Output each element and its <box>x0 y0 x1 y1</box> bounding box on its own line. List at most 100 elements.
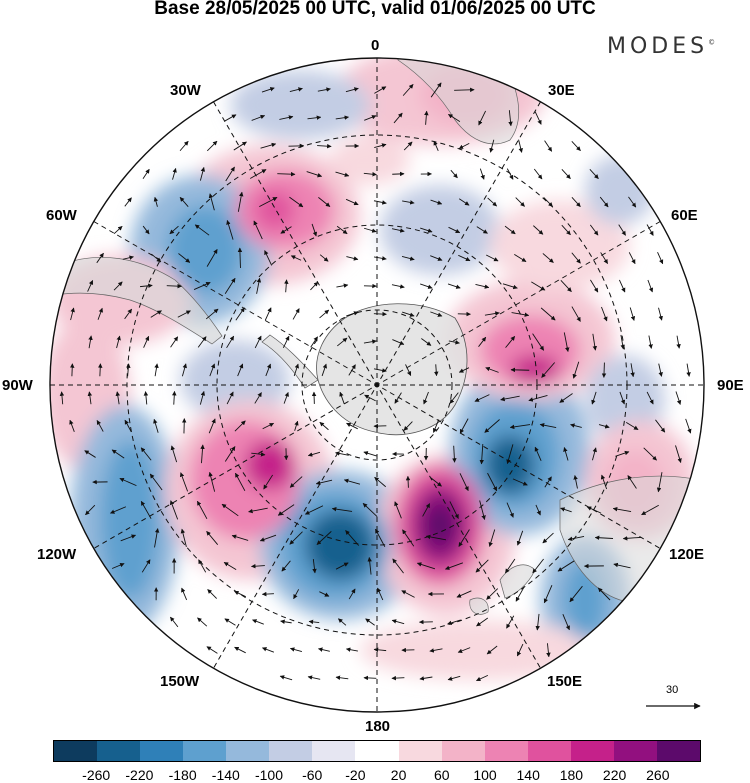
colorbar-tick-label: -20 <box>345 767 366 783</box>
wind-arrow <box>253 220 263 240</box>
wind-arrow <box>506 502 514 518</box>
wind-arrow <box>234 646 246 654</box>
wind-arrow <box>113 225 123 235</box>
lon-label-90w: 90W <box>2 377 33 394</box>
wind-arrow <box>518 139 523 153</box>
wind-arrow <box>207 589 217 599</box>
wind-arrow <box>307 451 321 457</box>
wind-arrow <box>307 115 322 120</box>
wind-arrow <box>111 562 125 569</box>
wind-arrow <box>225 166 235 182</box>
wind-arrow <box>484 419 500 433</box>
wind-arrow <box>264 250 273 266</box>
wind-arrow <box>544 476 552 488</box>
wind-arrow <box>335 562 349 570</box>
wind-arrow <box>401 255 415 261</box>
wind-arrow <box>589 224 599 236</box>
wind-arrow <box>430 255 443 261</box>
wind-arrow <box>170 336 179 348</box>
wind-arrow <box>374 476 387 488</box>
wind-arrow <box>533 225 544 235</box>
wind-arrow <box>447 619 461 625</box>
wind-arrow <box>348 588 356 600</box>
wind-arrow <box>154 363 159 377</box>
wind-arrow <box>109 506 127 514</box>
wind-arrow <box>59 391 65 405</box>
wind-arrow <box>221 503 239 517</box>
wind-arrow <box>153 196 159 207</box>
wind-arrow <box>294 420 299 431</box>
colorbar-tick-label: 220 <box>602 767 627 783</box>
wind-arrow <box>179 472 189 492</box>
wind-arrow <box>346 422 358 430</box>
wind-arrow <box>196 500 208 519</box>
wind-arrow <box>394 392 402 404</box>
wind-arrow <box>96 252 104 264</box>
wind-arrow <box>292 308 300 320</box>
wind-arrow <box>488 529 496 547</box>
wind-arrow <box>364 227 377 233</box>
wind-arrow <box>625 421 639 431</box>
wind-arrow <box>197 617 208 627</box>
wind-arrow <box>489 139 495 153</box>
wind-arrow <box>424 110 429 125</box>
wind-arrow <box>180 528 187 548</box>
wind-arrow <box>119 477 137 487</box>
wind-arrow <box>88 335 93 349</box>
wind-arrow <box>509 424 531 430</box>
wind-arrow <box>179 197 189 207</box>
colorbar-tick-label: -180 <box>168 767 197 783</box>
wind-arrow <box>561 169 571 179</box>
wind-arrow <box>200 444 205 464</box>
wind-arrow <box>289 196 304 208</box>
wind-arrow <box>261 87 275 93</box>
wind-arrow <box>304 505 324 515</box>
wind-arrow <box>116 335 121 349</box>
wind-arrow <box>111 449 125 459</box>
wind-arrow <box>237 191 244 212</box>
wind-arrow <box>122 255 134 260</box>
wind-arrow <box>563 332 570 352</box>
wind-arrow <box>363 339 377 344</box>
wind-arrow <box>141 559 151 573</box>
wind-arrow <box>391 228 405 233</box>
wind-arrow <box>169 225 179 235</box>
wind-arrow <box>279 115 294 120</box>
wind-arrow <box>290 255 302 261</box>
wind-arrow <box>293 363 299 377</box>
wind-arrow <box>375 528 386 548</box>
colorbar-cell <box>183 741 227 761</box>
wind-arrow <box>420 227 433 233</box>
wind-arrow <box>430 82 442 98</box>
colorbar-cell <box>54 741 98 761</box>
wind-arrow <box>685 418 692 434</box>
wind-arrow <box>656 472 663 493</box>
wind-arrow <box>250 169 267 179</box>
wind-arrow <box>87 280 94 292</box>
wind-arrow <box>265 363 272 377</box>
colorbar-cell <box>570 741 614 761</box>
wind-arrow <box>373 647 387 653</box>
wind-arrow <box>237 247 243 269</box>
wind-arrow <box>601 306 608 322</box>
wind-arrow <box>336 283 349 288</box>
wind-arrow <box>312 559 317 574</box>
wind-arrow <box>317 87 331 92</box>
wind-arrow <box>629 307 636 321</box>
wind-arrow <box>600 474 608 490</box>
wind-arrow <box>124 308 133 320</box>
wind-arrow <box>613 562 631 569</box>
wind-arrow <box>648 335 653 349</box>
wind-arrow <box>345 87 359 93</box>
wind-arrow <box>456 590 472 598</box>
wind-arrow <box>571 196 581 208</box>
colorbar-tick-label: 20 <box>390 767 407 783</box>
wind-arrow <box>277 504 295 516</box>
wind-arrow <box>205 308 219 320</box>
map-title: Base 28/05/2025 00 UTC, valid 01/06/2025… <box>154 0 596 19</box>
wind-arrow <box>486 645 498 655</box>
colorbar-tick-label: -100 <box>254 767 284 783</box>
wind-arrow <box>363 451 377 457</box>
wind-arrow <box>260 142 277 149</box>
wind-arrow <box>279 675 293 681</box>
